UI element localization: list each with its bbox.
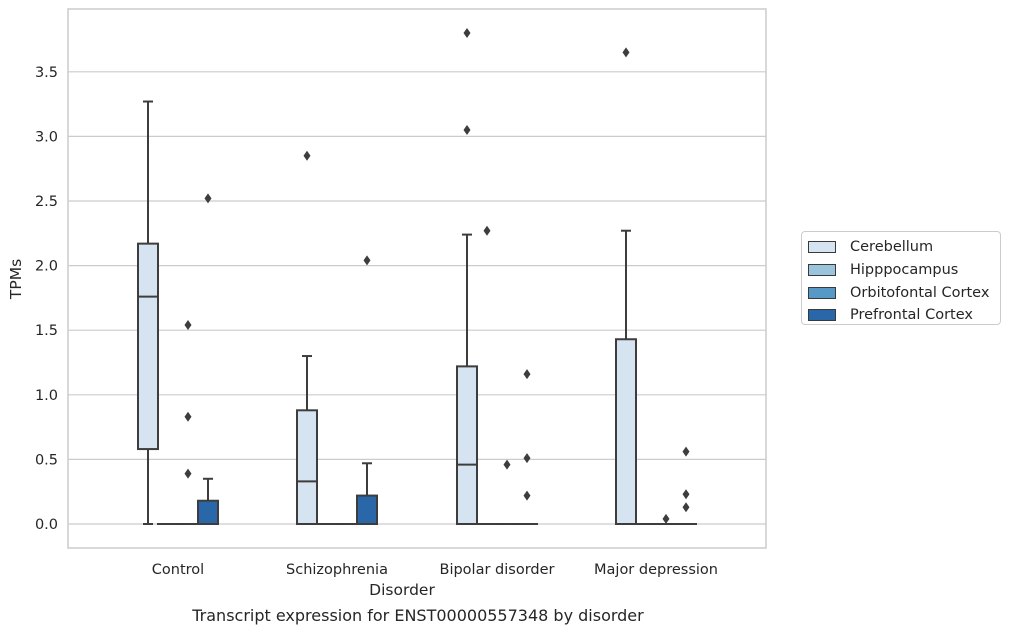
y-tick-label: 3.0: [35, 129, 58, 145]
legend-label: Orbitofontal Cortex: [850, 284, 990, 301]
outlier-point: [303, 150, 311, 161]
box: [296, 409, 318, 525]
box: [456, 365, 478, 525]
plot-frame: [67, 8, 767, 549]
legend-item: Prefrontal Cortex: [808, 304, 1000, 327]
legend-item: Orbitofontal Cortex: [808, 281, 1000, 304]
outlier-point: [662, 513, 670, 524]
chart-caption: Transcript expression for ENST0000055734…: [192, 606, 644, 625]
y-tick-label: 2.0: [35, 259, 58, 275]
outlier-point: [523, 453, 531, 464]
outlier-point: [463, 124, 471, 135]
legend-label: Prefrontal Cortex: [850, 307, 973, 324]
outlier-point: [523, 490, 531, 501]
x-tick-label: Schizophrenia: [286, 562, 388, 578]
legend-swatch: [808, 264, 836, 277]
outlier-point: [523, 369, 531, 380]
legend-item: Hipppocampus: [808, 259, 1000, 282]
outlier-point: [503, 459, 511, 470]
x-tick-label: Bipolar disorder: [440, 562, 555, 578]
legend: Cerebellum Hipppocampus Orbitofontal Cor…: [801, 231, 1001, 325]
box: [197, 499, 219, 525]
box: [137, 242, 159, 451]
legend-item: Cerebellum: [808, 236, 1000, 259]
outlier-point: [622, 47, 630, 58]
outlier-point: [204, 193, 212, 204]
y-tick-label: 2.5: [35, 194, 58, 210]
y-tick-label: 1.0: [35, 388, 58, 404]
x-tick-label: Major depression: [594, 562, 718, 578]
outlier-point: [682, 446, 690, 457]
outlier-point: [463, 28, 471, 39]
y-tick-label: 3.5: [35, 65, 58, 81]
y-tick-label: 1.5: [35, 323, 58, 339]
outlier-point: [363, 255, 371, 266]
box: [615, 338, 637, 525]
outlier-point: [184, 468, 192, 479]
y-tick-label: 0.0: [35, 517, 58, 533]
plot-background: [68, 9, 766, 548]
legend-swatch: [808, 286, 836, 299]
outlier-point: [682, 489, 690, 500]
x-tick-label: Control: [152, 562, 204, 578]
outlier-point: [483, 225, 491, 236]
legend-swatch: [808, 309, 836, 322]
y-axis-label: TPMs: [7, 259, 25, 300]
legend-label: Cerebellum: [850, 239, 934, 256]
y-tick-label: 0.5: [35, 452, 58, 468]
legend-label: Hipppocampus: [850, 262, 959, 279]
box: [356, 494, 378, 525]
outlier-point: [682, 502, 690, 513]
legend-swatch: [808, 241, 836, 254]
x-axis-label: Disorder: [369, 581, 435, 599]
outlier-point: [184, 411, 192, 422]
outlier-point: [184, 320, 192, 331]
